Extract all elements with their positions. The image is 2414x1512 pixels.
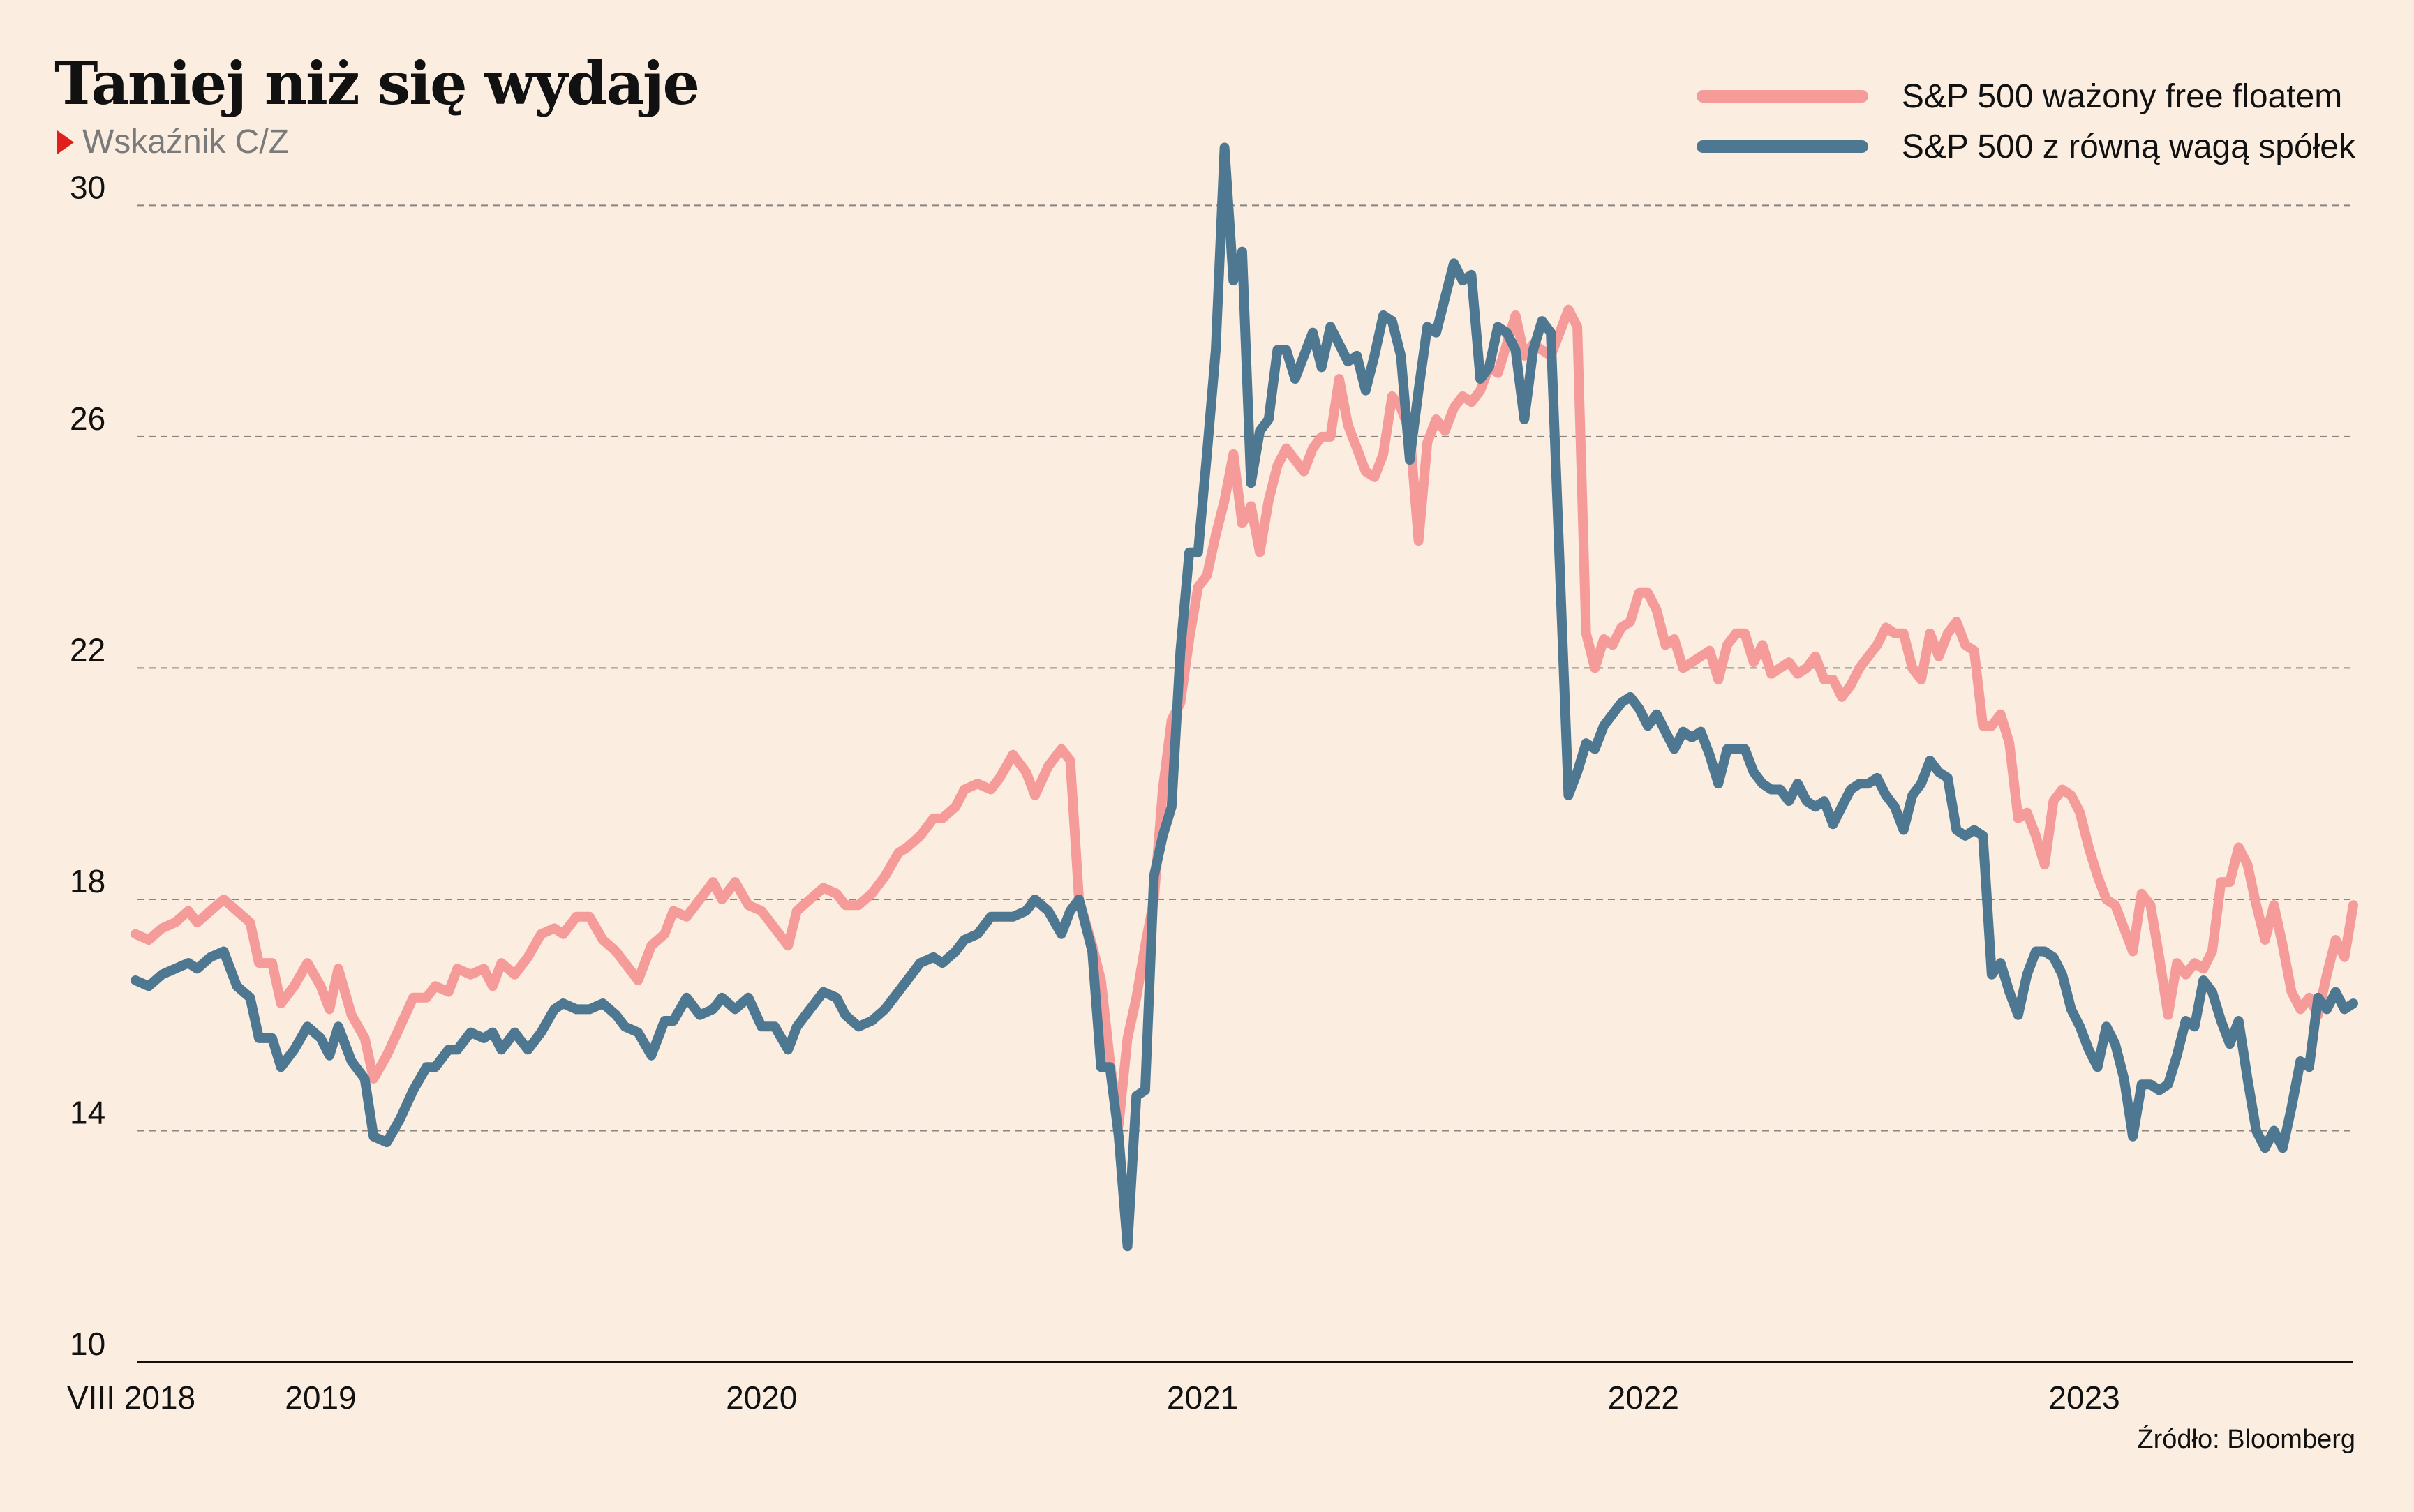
legend-label-cap-weighted: S&P 500 ważony free floatem bbox=[1901, 77, 2343, 115]
source-note: Źródło: Bloomberg bbox=[2137, 1425, 2355, 1454]
y-axis-tick-labels: 10 14 18 22 26 30 bbox=[70, 169, 105, 1362]
legend-item-equal-weighted: S&P 500 z równą wagą spółek bbox=[1696, 121, 2355, 172]
x-tick-label: 2020 bbox=[726, 1379, 797, 1416]
series-line-cap-weighted bbox=[131, 304, 2358, 1130]
legend-swatch-equal-weighted bbox=[1696, 140, 1868, 153]
subtitle-text: Wskaźnik C/Z bbox=[82, 123, 290, 160]
y-tick-label: 30 bbox=[70, 169, 105, 205]
x-tick-label: VIII 2018 bbox=[67, 1379, 195, 1416]
x-tick-label: 2022 bbox=[1608, 1379, 1679, 1416]
legend-label-equal-weighted: S&P 500 z równą wagą spółek bbox=[1901, 128, 2355, 165]
series-line-equal-weighted bbox=[131, 142, 2358, 1252]
legend-item-cap-weighted: S&P 500 ważony free floatem bbox=[1696, 71, 2355, 121]
legend: S&P 500 ważony free floatem S&P 500 z ró… bbox=[1696, 71, 2355, 172]
chart-subtitle: Wskaźnik C/Z bbox=[57, 123, 289, 161]
y-tick-label: 10 bbox=[70, 1326, 105, 1362]
y-tick-label: 22 bbox=[70, 631, 105, 668]
x-tick-label: 2021 bbox=[1167, 1379, 1238, 1416]
series-lines bbox=[131, 142, 2358, 1252]
y-tick-label: 26 bbox=[70, 401, 105, 437]
triangle-marker-icon bbox=[57, 130, 74, 154]
x-tick-label: 2023 bbox=[2048, 1379, 2119, 1416]
legend-swatch-cap-weighted bbox=[1696, 90, 1868, 103]
y-tick-label: 18 bbox=[70, 863, 105, 899]
y-tick-label: 14 bbox=[70, 1094, 105, 1130]
x-axis-tick-labels: VIII 2018 2019 2020 2021 2022 2023 bbox=[67, 1379, 2120, 1416]
x-tick-label: 2019 bbox=[285, 1379, 356, 1416]
chart-title: Taniej niż się wydaje bbox=[54, 49, 700, 118]
